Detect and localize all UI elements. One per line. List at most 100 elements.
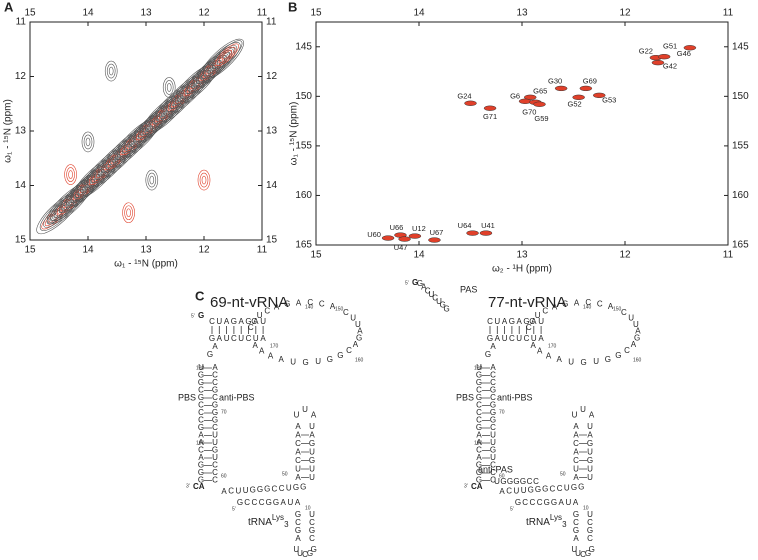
contour <box>157 98 181 121</box>
three-prime: 3′ <box>464 483 468 489</box>
peak <box>572 94 585 100</box>
contour <box>85 159 116 189</box>
contour <box>162 93 187 116</box>
peak-label: U47 <box>394 243 408 252</box>
panel-label: C <box>195 288 205 303</box>
nucleotide-strand: UGGGGCC <box>494 477 539 486</box>
contour <box>216 54 227 65</box>
contour <box>129 111 167 147</box>
peak <box>533 101 546 107</box>
end-nt: CA <box>193 482 205 491</box>
contour <box>176 86 194 103</box>
nucleotide-strand: AG <box>207 342 218 359</box>
contour <box>164 104 175 114</box>
contour <box>64 164 77 185</box>
contour <box>153 94 185 124</box>
contour <box>206 45 238 75</box>
contour <box>146 107 171 131</box>
position-number: 140 <box>583 304 592 310</box>
anti-pbs-label: anti-PBS <box>497 392 533 402</box>
contour <box>136 117 160 141</box>
nucleotide-strand: UUCGG <box>571 545 594 559</box>
anti-pas-label: anti-PAS <box>478 464 513 474</box>
contour <box>183 73 208 96</box>
peak-label: G65 <box>533 86 547 95</box>
contour <box>88 162 113 185</box>
position-number: 180 <box>196 365 205 371</box>
position-number: 50 <box>560 471 566 477</box>
x-tick-label: 13 <box>516 250 528 261</box>
x-tick-label: 14 <box>82 245 94 256</box>
nucleotide-strand: ACUUGGGCCUGG <box>221 483 306 496</box>
contour <box>79 183 90 194</box>
panel-label: A <box>4 0 14 14</box>
peak-label: G71 <box>483 112 497 121</box>
contour <box>153 114 164 124</box>
trna-base: tRNA <box>248 517 272 528</box>
nucleotide-strand: GAUCUCUA <box>209 334 267 343</box>
peak-label: U66 <box>390 223 404 232</box>
contour <box>194 63 218 86</box>
pbs-label: PBS <box>178 392 196 402</box>
peak-label: U64 <box>458 221 472 230</box>
nucleotide-strand: ACCGCGGGCUUGUCCC <box>490 363 496 485</box>
x-tick-label: 14 <box>82 8 94 19</box>
contour <box>76 180 94 197</box>
contour <box>201 69 212 80</box>
peak <box>657 54 671 60</box>
trna-base: tRNA <box>526 517 550 528</box>
y-tick-label: 12 <box>266 71 278 82</box>
nucleotide-strand: CUUAGACGGUGUAAAA <box>253 308 364 367</box>
y-tick-label: 165 <box>732 240 749 251</box>
contour <box>68 170 73 179</box>
contour <box>104 60 118 82</box>
structure-title: 77-nt-vRNA <box>488 294 566 311</box>
contour <box>137 129 148 139</box>
peak-label: G42 <box>663 62 677 71</box>
x-tick-label: 12 <box>619 8 631 19</box>
nucleotide-strand: UUA <box>294 405 317 419</box>
peak <box>483 105 497 111</box>
peak <box>554 85 568 92</box>
nucleotide-strand: AUCACAA <box>295 422 301 482</box>
trna-sub: 3 <box>284 520 289 529</box>
contour <box>162 77 176 98</box>
nucleotide-strand: UUCGG <box>293 545 316 559</box>
contour <box>164 80 174 95</box>
contour <box>124 205 133 221</box>
y-tick-label: 15 <box>15 235 27 246</box>
x-tick-label: 12 <box>198 245 210 256</box>
contour <box>218 46 236 63</box>
peak <box>593 92 606 98</box>
position-number: 70 <box>221 409 227 415</box>
contour <box>222 50 233 60</box>
position-number: 190 <box>474 440 483 446</box>
end-nt: CA <box>471 482 483 491</box>
x-tick-label: 13 <box>140 245 152 256</box>
y-tick-label: 155 <box>732 141 749 152</box>
contour <box>122 144 132 154</box>
nucleotide-strand: UGGCGCCCGAACAGGG <box>198 363 204 485</box>
nucleotide-strand: GCCCGGAUA <box>237 498 301 507</box>
contour <box>204 53 229 76</box>
y-tick-label: 11 <box>266 17 277 28</box>
contour <box>185 84 196 95</box>
contour <box>85 178 96 189</box>
contour <box>127 139 138 149</box>
y-tick-label: 11 <box>16 17 27 28</box>
x-tick-label: 12 <box>198 8 210 19</box>
trna-sub: 3 <box>562 520 567 529</box>
contour <box>126 208 131 218</box>
contour <box>174 94 185 104</box>
five-prime: 5′ <box>510 506 514 512</box>
contour <box>166 83 172 92</box>
contour <box>198 46 236 83</box>
nucleotide-strand: CUUAGACGGUGUAAAA <box>531 308 642 367</box>
contour <box>50 205 67 222</box>
contour <box>69 193 80 204</box>
contour <box>190 79 201 90</box>
contour <box>100 163 111 174</box>
y-tick-label: 145 <box>295 41 312 52</box>
contour <box>195 74 206 85</box>
trna-sup: Lys <box>272 513 284 522</box>
